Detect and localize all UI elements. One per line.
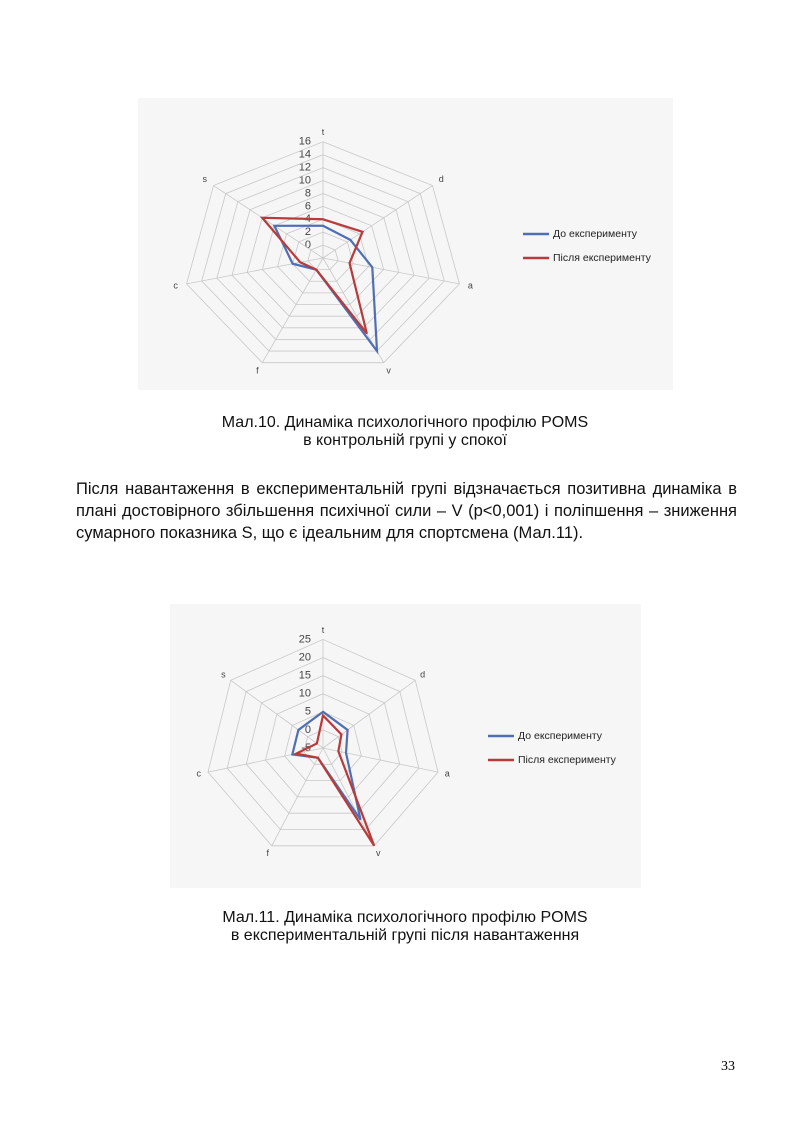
category-label: s — [203, 174, 208, 184]
legend-label: Після експерименту — [518, 754, 617, 766]
r-tick-label: 5 — [305, 706, 311, 718]
figure-caption: Мал.10. Динаміка психологічного профілю … — [222, 414, 588, 431]
category-label: f — [266, 848, 269, 858]
category-label: c — [197, 768, 202, 778]
page-number: 33 — [721, 1059, 735, 1074]
grid-ring — [216, 167, 430, 340]
spoke — [207, 747, 324, 773]
paragraph: Після навантаження в експериментальній г… — [76, 480, 737, 542]
category-label: c — [173, 280, 178, 290]
series-line — [259, 216, 368, 335]
grid-ring — [292, 231, 354, 282]
figure-caption: в контрольній групі у спокої — [303, 432, 507, 449]
category-label: s — [221, 669, 226, 679]
category-label: v — [386, 365, 391, 375]
chart-area — [170, 604, 641, 888]
legend-label: До експерименту — [553, 228, 638, 240]
grid-ring — [186, 141, 460, 364]
spoke — [271, 747, 324, 846]
category-label: d — [439, 174, 444, 184]
r-tick-label: 0 — [305, 724, 311, 736]
r-tick-label: 0 — [305, 239, 311, 251]
r-tick-label: 2 — [305, 226, 311, 238]
r-tick-label: 10 — [299, 174, 311, 186]
category-label: t — [322, 127, 325, 137]
r-tick-label: 25 — [299, 633, 311, 645]
spoke — [230, 679, 324, 749]
legend-label: Після експерименту — [553, 252, 652, 264]
category-label: t — [322, 625, 325, 635]
series-line — [290, 710, 362, 821]
grid-ring — [277, 218, 369, 294]
figure-caption: Мал.11. Динаміка психологічного профілю … — [222, 909, 587, 926]
spoke — [213, 185, 324, 259]
spoke — [322, 679, 416, 749]
category-label: f — [256, 365, 259, 375]
category-label: a — [445, 768, 450, 778]
series-line — [292, 713, 376, 847]
figure-caption: в експериментальній групі після навантаж… — [231, 927, 579, 944]
legend-label: До експерименту — [518, 730, 603, 742]
grid-ring — [284, 711, 362, 782]
spoke — [322, 747, 375, 846]
grid-ring — [201, 154, 445, 352]
spoke — [322, 257, 460, 285]
r-tick-label: 8 — [305, 187, 311, 199]
spoke — [322, 747, 439, 773]
r-tick-label: 12 — [299, 162, 311, 174]
spoke — [261, 257, 324, 363]
r-tick-label: 14 — [299, 149, 311, 161]
category-label: d — [420, 669, 425, 679]
grid-ring — [246, 193, 400, 317]
r-tick-label: 10 — [299, 688, 311, 700]
spoke — [322, 185, 433, 259]
grid-ring — [207, 639, 439, 847]
r-tick-label: 6 — [305, 200, 311, 212]
grid-ring — [245, 675, 401, 814]
grid-ring — [231, 180, 415, 329]
grid-ring — [226, 657, 420, 830]
r-tick-label: 16 — [299, 136, 311, 148]
r-tick-label: 15 — [299, 670, 311, 682]
grid-ring — [265, 693, 381, 798]
series-line — [272, 224, 379, 355]
grid-ring — [261, 205, 385, 305]
category-label: a — [468, 280, 473, 290]
r-tick-label: 20 — [299, 651, 311, 663]
category-label: v — [376, 848, 381, 858]
grid-ring — [307, 244, 339, 271]
